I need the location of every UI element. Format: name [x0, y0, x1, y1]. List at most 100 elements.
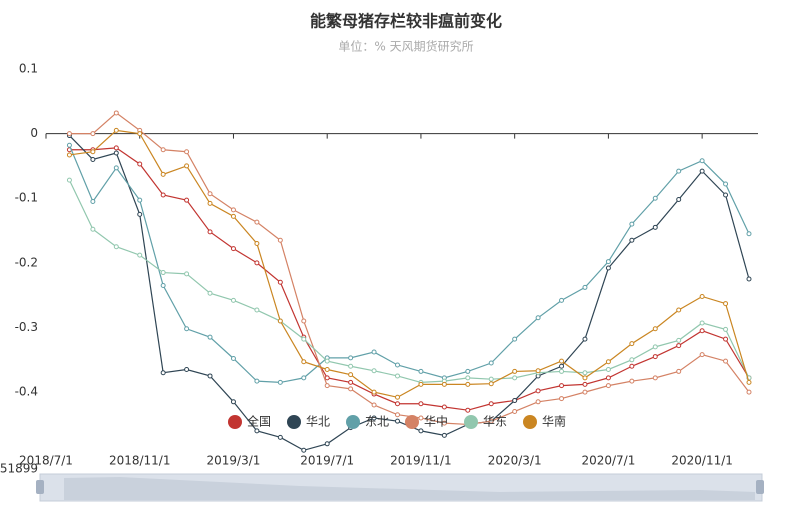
chart-subtitle: 单位：% 天风期货研究所	[338, 39, 473, 54]
point	[418, 368, 424, 374]
point	[137, 252, 143, 258]
point	[277, 379, 283, 385]
series	[66, 127, 752, 400]
point	[746, 389, 752, 395]
point	[676, 368, 682, 374]
series	[66, 110, 752, 427]
point	[90, 198, 96, 204]
y-tick-label: 0.1	[19, 62, 38, 76]
legend-swatch[interactable]	[287, 415, 301, 429]
point	[90, 149, 96, 155]
point	[559, 297, 565, 303]
legend-swatch[interactable]	[464, 415, 478, 429]
point	[395, 418, 400, 424]
point	[629, 341, 635, 347]
point	[137, 197, 143, 203]
y-tick-label: -0.2	[15, 255, 38, 269]
point	[605, 265, 611, 271]
point	[254, 219, 260, 225]
point	[66, 177, 72, 183]
point	[301, 375, 307, 381]
point	[395, 412, 400, 418]
point	[652, 195, 658, 201]
point	[184, 326, 190, 332]
point	[676, 337, 682, 343]
point	[652, 224, 658, 230]
point	[230, 213, 236, 219]
point	[395, 373, 400, 379]
point	[66, 142, 72, 148]
point	[230, 356, 236, 362]
point	[512, 398, 518, 404]
legend-label: 华南	[542, 414, 566, 429]
point	[465, 368, 471, 374]
legend-swatch[interactable]	[523, 415, 537, 429]
point	[418, 428, 424, 434]
point	[66, 152, 72, 158]
point	[582, 336, 588, 342]
point	[559, 358, 565, 364]
zoom-handle[interactable]	[756, 480, 764, 494]
y-tick-label: -0.3	[15, 320, 38, 334]
point	[441, 381, 447, 387]
point	[230, 246, 236, 252]
legend-swatch[interactable]	[346, 415, 360, 429]
point	[90, 226, 96, 232]
point	[348, 379, 354, 385]
point	[160, 147, 166, 153]
point	[324, 375, 330, 381]
zoom-handle[interactable]	[36, 480, 44, 494]
point	[418, 415, 424, 421]
point	[324, 383, 330, 389]
point	[629, 378, 635, 384]
point	[137, 161, 143, 167]
line	[69, 129, 750, 398]
point	[230, 207, 236, 213]
point	[66, 131, 72, 137]
y-tick-label: -0.1	[15, 191, 38, 205]
point	[535, 368, 541, 374]
data-zoom[interactable]	[36, 473, 764, 502]
point	[582, 284, 588, 290]
point	[535, 399, 541, 405]
point	[699, 352, 705, 358]
point	[699, 158, 705, 164]
point	[465, 381, 471, 387]
legend-swatch[interactable]	[228, 415, 242, 429]
point	[512, 375, 518, 381]
point	[113, 165, 119, 171]
point	[723, 301, 729, 307]
legend-swatch[interactable]	[405, 415, 419, 429]
point	[605, 366, 611, 372]
point	[488, 418, 494, 424]
point	[605, 259, 611, 265]
point	[559, 383, 565, 389]
point	[395, 394, 400, 400]
point	[277, 237, 283, 243]
point	[629, 237, 635, 243]
legend-label: 华北	[306, 415, 330, 429]
point	[699, 168, 705, 174]
point	[605, 359, 611, 365]
point	[207, 334, 213, 340]
point	[676, 168, 682, 174]
point	[746, 276, 752, 282]
point	[371, 402, 377, 408]
point	[488, 381, 494, 387]
point	[465, 407, 471, 413]
point	[652, 344, 658, 350]
point	[277, 279, 283, 285]
point	[488, 360, 494, 366]
point	[535, 388, 541, 394]
legend-label: 华东	[483, 415, 507, 429]
y-tick-label: 0	[30, 126, 38, 140]
legend: 全国 华北 东北 华中 华东 华南	[228, 414, 566, 429]
point	[277, 434, 283, 440]
y-tick-label: -0.4	[15, 385, 38, 399]
point	[582, 389, 588, 395]
point	[652, 375, 658, 381]
point	[395, 362, 400, 368]
point	[324, 441, 330, 447]
point	[184, 197, 190, 203]
